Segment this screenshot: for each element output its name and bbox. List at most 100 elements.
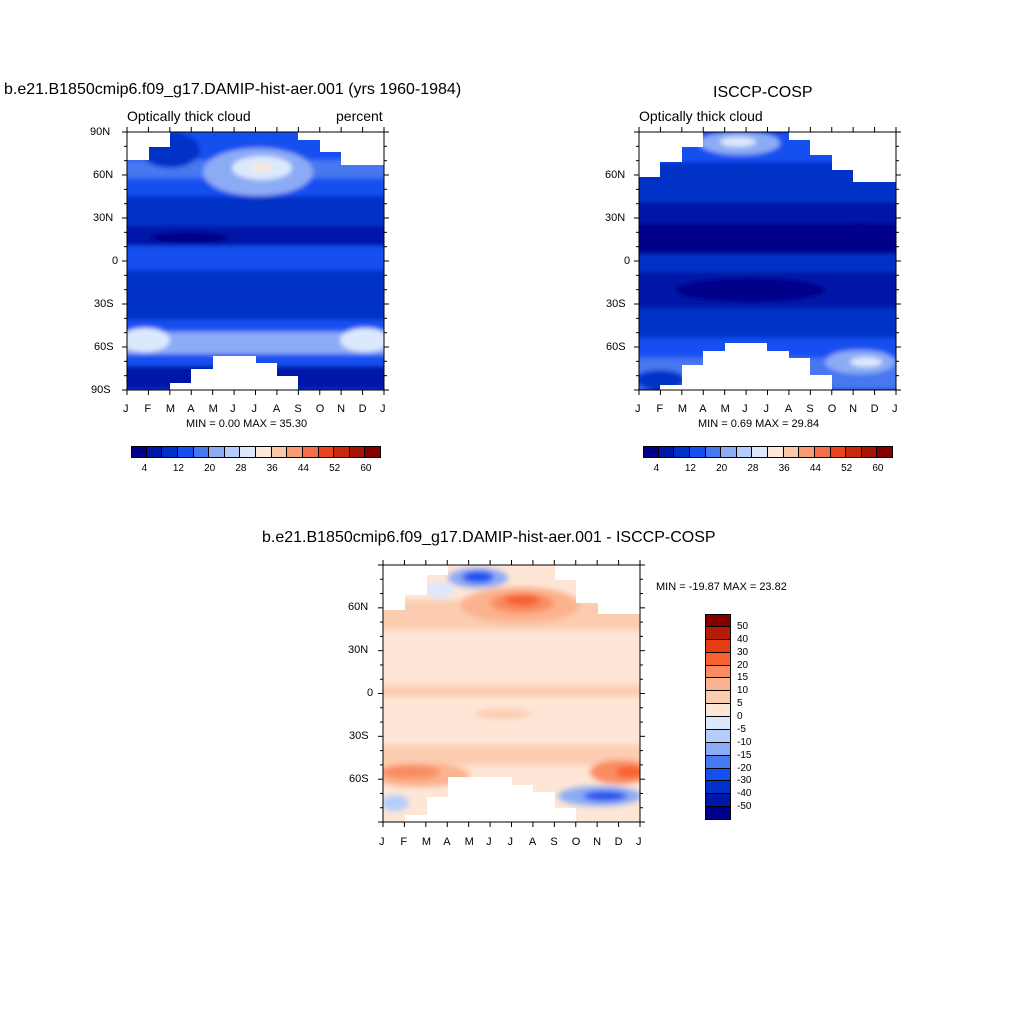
colorbar-swatch (752, 446, 768, 458)
colorbar-label: 10 (737, 685, 749, 697)
colorbar-label: -20 (737, 762, 752, 774)
month-label: O (571, 836, 581, 848)
panel2-ytick-30s: 30S (606, 298, 626, 310)
month-label: F (656, 403, 664, 415)
colorbar-swatch (689, 446, 706, 458)
colorbar-swatch (705, 717, 731, 730)
colorbar-swatch (768, 446, 784, 458)
colorbar-swatch (658, 446, 675, 458)
panel3-title: b.e21.B1850cmip6.f09_g17.DAMIP-hist-aer.… (262, 529, 716, 546)
colorbar-swatch (705, 665, 731, 679)
colorbar-swatch (783, 446, 800, 458)
colorbar-swatch (162, 446, 178, 458)
panel2-title: ISCCP-COSP (713, 84, 813, 101)
month-label: D (358, 403, 367, 415)
colorbar-swatch (287, 446, 303, 458)
month-label: S (806, 403, 814, 415)
month-label: J (380, 403, 386, 415)
colorbar-label: 4 (653, 463, 660, 474)
colorbar-label: 60 (872, 463, 884, 474)
colorbar-label: 52 (841, 463, 853, 474)
colorbar-swatch (705, 794, 731, 808)
colorbar-swatch (705, 742, 731, 756)
colorbar-label: 40 (737, 633, 749, 645)
month-label: O (827, 403, 837, 415)
panel1-units-label: percent (336, 108, 383, 124)
colorbar-swatch (705, 781, 731, 795)
colorbar-label: -50 (737, 801, 752, 813)
colorbar-label: 0 (737, 711, 743, 722)
panel2-ytick-eq: 0 (624, 255, 631, 267)
panel2-ytick-30n: 30N (605, 212, 626, 224)
panel1-ytick-30s: 30S (94, 298, 114, 310)
panel2-x-ticks (638, 127, 897, 395)
month-label: J (379, 836, 385, 848)
colorbar-label: 44 (809, 463, 821, 474)
colorbar-swatch (271, 446, 288, 458)
colorbar-label: 50 (737, 620, 749, 632)
colorbar-label: 4 (141, 463, 148, 474)
colorbar-swatch (705, 446, 722, 458)
panel3-ytick-30n: 30N (348, 644, 369, 656)
month-label: M (677, 403, 687, 415)
month-label: M (720, 403, 730, 415)
month-label: F (400, 836, 408, 848)
colorbar-swatch (177, 446, 194, 458)
panel3-ytick-60n: 60N (348, 601, 369, 613)
colorbar-swatch (705, 729, 731, 743)
month-label: J (635, 403, 641, 415)
month-label: J (636, 836, 642, 848)
month-label: M (421, 836, 431, 848)
colorbar-label: 30 (737, 646, 749, 658)
colorbar-label: 28 (747, 463, 759, 474)
month-label: N (337, 403, 346, 415)
colorbar-label: -15 (737, 749, 752, 761)
colorbar-swatch (830, 446, 847, 458)
month-label: S (294, 403, 302, 415)
month-label: D (614, 836, 623, 848)
month-label: A (272, 403, 281, 415)
month-label: A (443, 836, 451, 848)
month-label: J (486, 836, 492, 848)
month-label: J (251, 403, 258, 415)
colorbar-swatch (302, 446, 319, 458)
colorbar-swatch (705, 626, 731, 640)
panel3-y-ticks (378, 564, 645, 823)
colorbar-swatch (705, 691, 731, 705)
colorbar-swatch (861, 446, 878, 458)
colorbar-label: 44 (297, 463, 309, 474)
colorbar-label: 20 (737, 659, 749, 671)
colorbar-label: 12 (172, 463, 184, 474)
colorbar-swatch (705, 614, 731, 627)
colorbar-swatch (846, 446, 862, 458)
colorbar-swatch (224, 446, 241, 458)
month-label: J (763, 403, 770, 415)
panel1-ytick-90n: 90N (90, 126, 111, 138)
colorbar-swatch (365, 446, 381, 458)
colorbar-label: 28 (235, 463, 247, 474)
colorbar-label: 36 (266, 463, 278, 474)
month-label: A (699, 403, 707, 415)
month-label: A (528, 836, 537, 848)
panel1-ytick-eq: 0 (112, 255, 119, 267)
colorbar-label: 52 (329, 463, 341, 474)
colorbar-swatch (705, 639, 731, 653)
month-label: J (230, 403, 236, 415)
panel3-x-ticks (382, 560, 641, 827)
month-label: J (123, 403, 129, 415)
colorbar-swatch (209, 446, 225, 458)
colorbar-swatch (705, 807, 731, 820)
colorbar-swatch (674, 446, 690, 458)
month-label: A (784, 403, 793, 415)
panel1-ytick-30n: 30N (93, 212, 114, 224)
colorbar-swatch (877, 446, 893, 458)
panel1-ytick-60n: 60N (93, 169, 114, 181)
colorbar-swatch (721, 446, 737, 458)
panel1-variable-label: Optically thick cloud (127, 108, 251, 124)
month-label: M (165, 403, 175, 415)
panel2-minmax: MIN = 0.69 MAX = 29.84 (698, 418, 820, 430)
colorbar-label: 36 (778, 463, 790, 474)
